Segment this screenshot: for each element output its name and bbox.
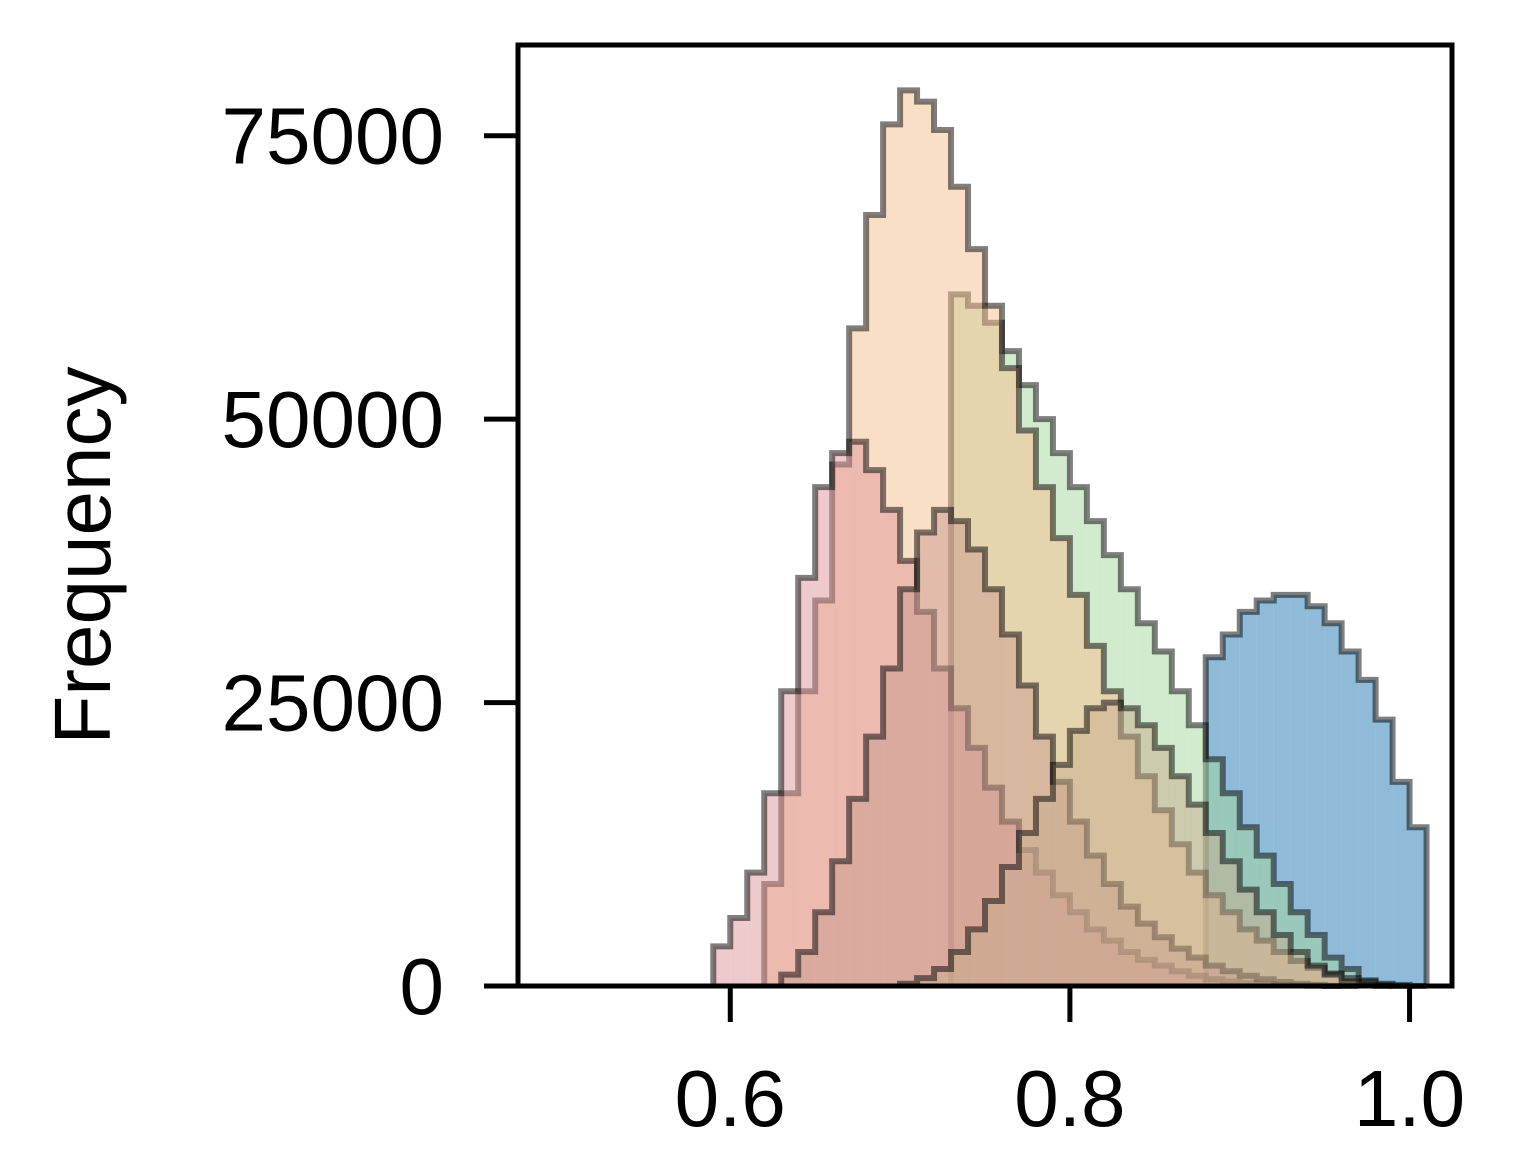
- histogram-bar: [1188, 804, 1206, 986]
- histogram-bar: [1222, 861, 1240, 986]
- histogram-outline: [1202, 591, 1430, 986]
- histogram-bar: [934, 509, 952, 986]
- histogram-bar: [866, 736, 884, 986]
- histogram-bar: [1324, 623, 1342, 986]
- histogram-bar: [1239, 889, 1257, 986]
- histogram-bar: [1103, 702, 1121, 986]
- x-tick-label: 0.8: [1014, 1054, 1125, 1143]
- histogram-bar: [1290, 594, 1308, 986]
- y-tick-label: 25000: [222, 659, 444, 748]
- histogram-series-5: [897, 699, 1393, 989]
- histogram-bar: [917, 978, 935, 986]
- histogram-bar: [1069, 730, 1087, 986]
- histogram-bars: [710, 87, 1430, 989]
- histogram-bar: [1307, 965, 1325, 986]
- histogram-bar: [900, 589, 918, 986]
- histogram-bar: [968, 549, 985, 986]
- histogram-bar: [951, 951, 969, 986]
- histogram-bar: [1171, 776, 1189, 986]
- histogram-bar: [1035, 798, 1053, 986]
- y-axis-label: Frequency: [38, 367, 127, 745]
- histogram-bar: [1324, 974, 1342, 986]
- histogram-bar: [1273, 934, 1291, 986]
- histogram-bar: [832, 861, 850, 986]
- histogram-bar: [764, 793, 782, 986]
- y-tick-label: 50000: [222, 375, 444, 464]
- histogram-bar: [1001, 866, 1019, 986]
- histogram-bar: [1137, 725, 1155, 986]
- histogram-bar: [1086, 708, 1104, 986]
- histogram-bar: [917, 532, 935, 986]
- histogram-series-0: [1202, 591, 1430, 986]
- histogram-bar: [985, 589, 1002, 986]
- histogram-outline: [897, 699, 1393, 989]
- plot-frame: [515, 42, 1455, 989]
- histogram-bar: [781, 691, 799, 986]
- histogram-bar: [985, 900, 1002, 986]
- x-tick-label: 1.0: [1354, 1054, 1465, 1143]
- histogram-bar: [849, 798, 867, 986]
- histogram-bar: [1154, 747, 1172, 986]
- histogram-bar: [747, 872, 765, 986]
- histogram-bar: [951, 521, 969, 986]
- histogram-bar: [883, 668, 901, 986]
- histogram-bar: [1256, 912, 1274, 986]
- histogram-bar: [1358, 679, 1376, 986]
- histogram-bar: [968, 929, 985, 986]
- histogram-bar: [730, 917, 748, 986]
- histogram-bar: [781, 974, 799, 986]
- histogram-bar: [798, 577, 816, 986]
- y-tick-label: 0: [400, 942, 445, 1031]
- histogram-bar: [798, 951, 816, 986]
- histogram-bar: [1052, 764, 1070, 986]
- histogram-bar: [815, 912, 833, 986]
- histogram-bar: [815, 487, 833, 986]
- histogram-bar: [1307, 606, 1325, 986]
- histogram-bar: [713, 946, 731, 986]
- histogram-bar: [1120, 708, 1138, 986]
- x-tick-label: 0.6: [675, 1054, 786, 1143]
- x-axis: 0.6 0.8 1.0: [675, 986, 1465, 1143]
- y-tick-label: 75000: [222, 92, 444, 181]
- histogram-bar: [1341, 651, 1359, 986]
- histogram-bar: [1409, 827, 1427, 986]
- histogram-bar: [1018, 832, 1036, 986]
- histogram-bar: [934, 968, 952, 986]
- histogram-bar: [1375, 719, 1393, 986]
- histogram-bar: [1205, 832, 1223, 986]
- histogram-bar: [1290, 951, 1308, 986]
- y-axis: 0 25000 50000 75000: [222, 92, 518, 1031]
- histogram-bar: [1392, 781, 1410, 986]
- histogram-bar: [832, 453, 850, 986]
